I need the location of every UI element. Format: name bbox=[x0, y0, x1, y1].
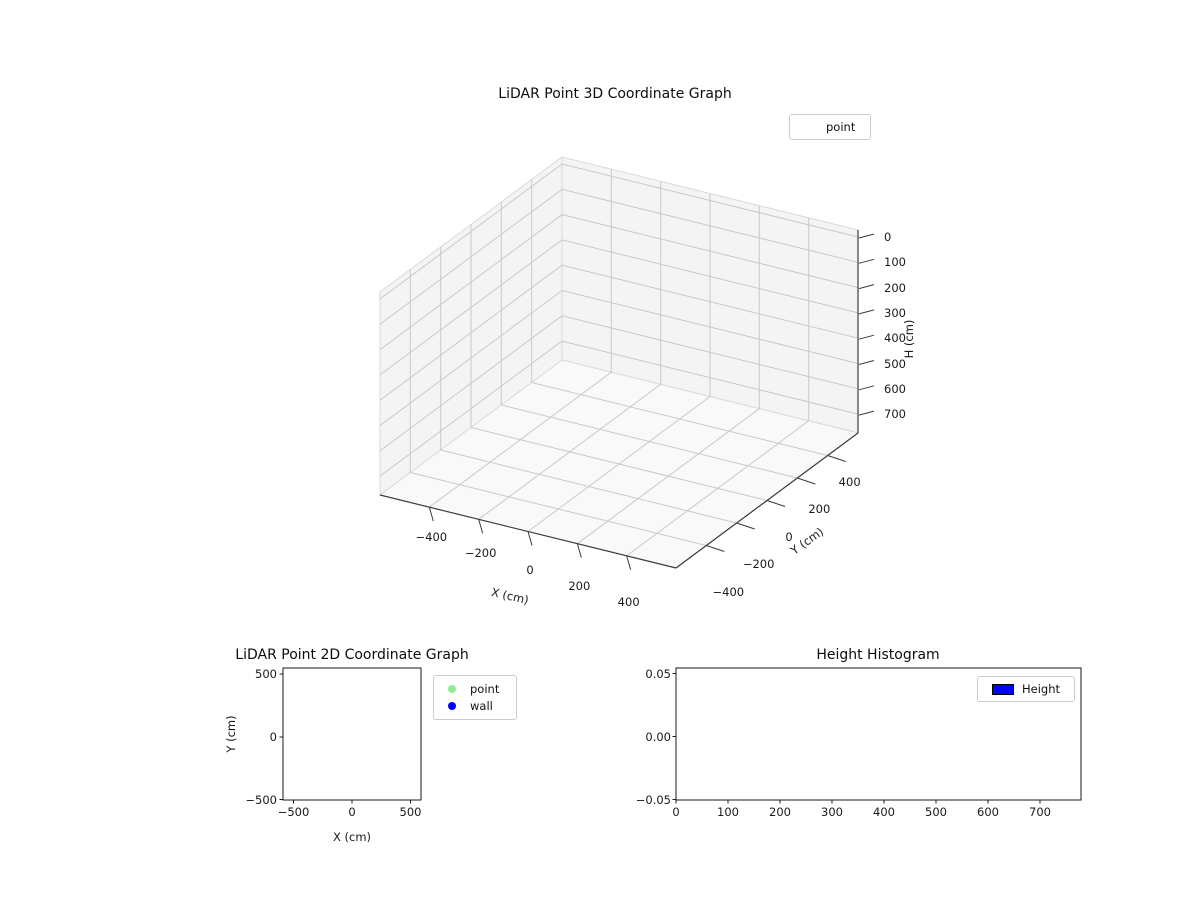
wall-marker-handle bbox=[442, 702, 462, 711]
point-marker-handle bbox=[442, 685, 462, 694]
histogram-legend: Height bbox=[977, 676, 1075, 702]
point-marker-invisible bbox=[798, 123, 818, 132]
plot3d-title: LiDAR Point 3D Coordinate Graph bbox=[498, 86, 732, 102]
wall-marker-icon bbox=[448, 702, 456, 710]
histogram-title: Height Histogram bbox=[816, 647, 940, 663]
legend-entry-point: point bbox=[442, 682, 508, 696]
height-patch-icon bbox=[991, 683, 1014, 695]
plot3d-zaxis-label: H (cm) bbox=[902, 319, 916, 359]
plot2d-title: LiDAR Point 2D Coordinate Graph bbox=[235, 647, 469, 663]
point-marker-icon bbox=[448, 685, 456, 693]
legend-entry-wall: wall bbox=[442, 699, 508, 713]
legend-label-height: Height bbox=[1021, 682, 1060, 696]
plot2d-yaxis-label: Y (cm) bbox=[224, 715, 238, 753]
plot3d-legend: point bbox=[789, 114, 871, 140]
legend-entry-point-3d: point bbox=[798, 120, 862, 134]
plot2d-xaxis-label: X (cm) bbox=[332, 830, 372, 844]
plot2d-legend: point wall bbox=[433, 675, 517, 720]
legend-label-point: point bbox=[470, 682, 500, 696]
legend-label-point-3d: point bbox=[826, 120, 856, 134]
legend-label-wall: wall bbox=[470, 699, 493, 713]
